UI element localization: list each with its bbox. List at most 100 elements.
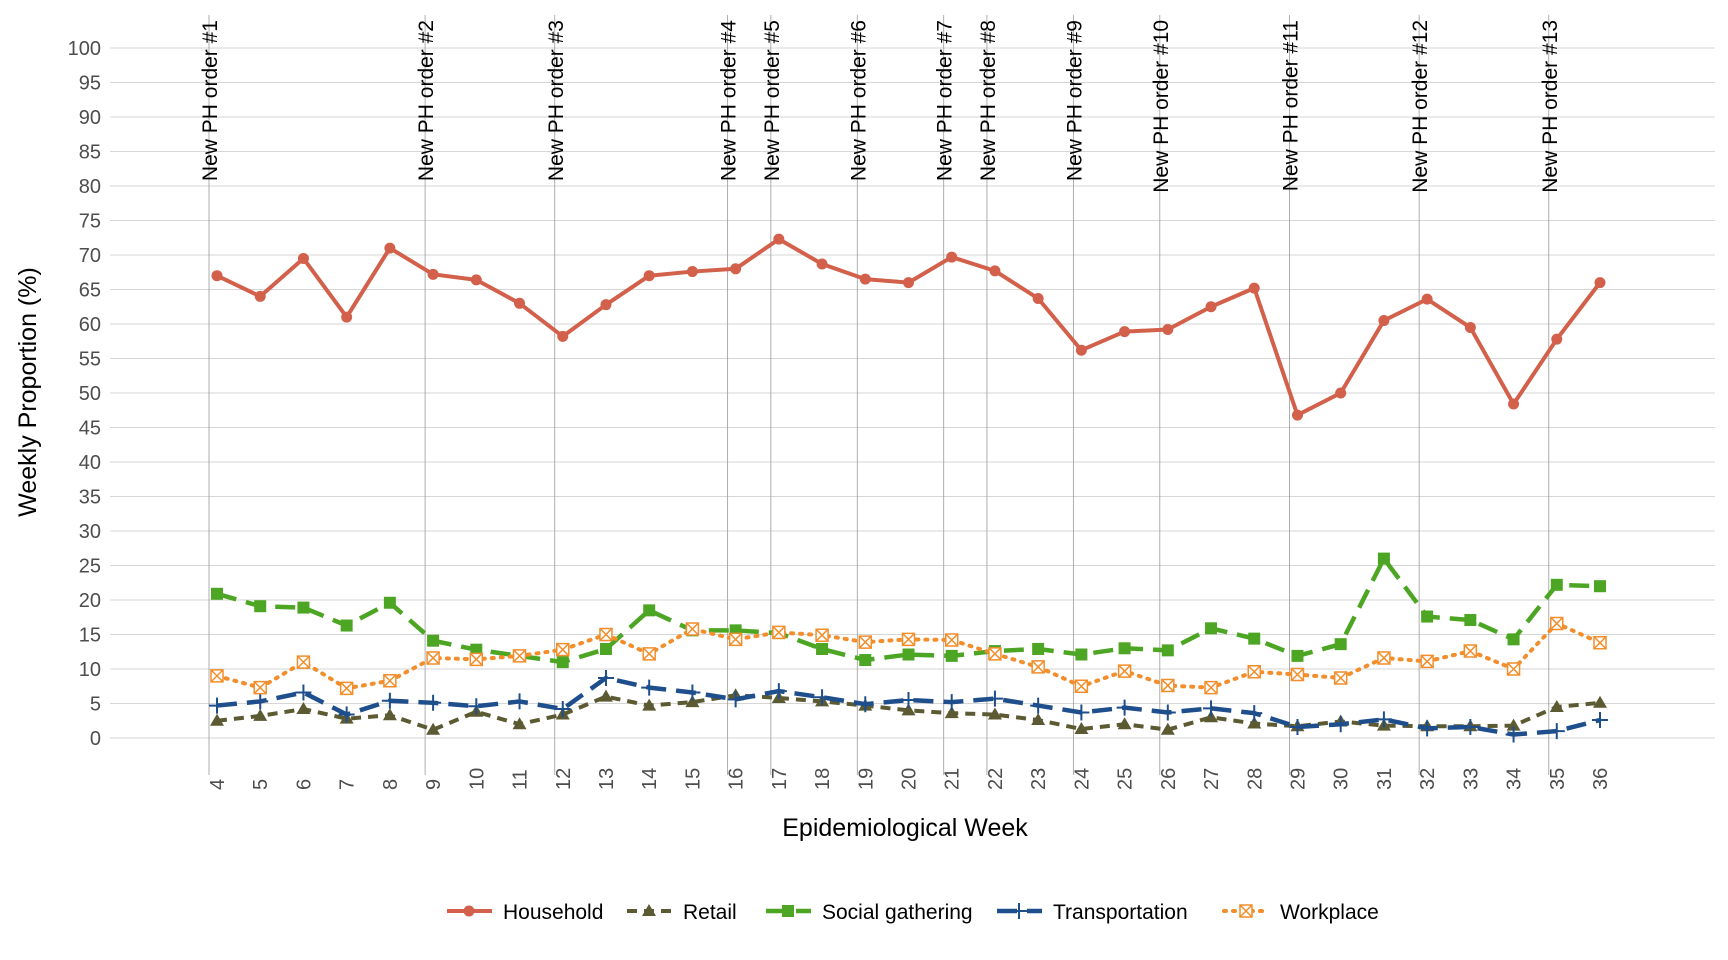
data-point-workplace-wk33 — [1463, 644, 1478, 658]
x-axis-title: Epidemiological Week — [782, 814, 1028, 842]
y-tick-label-55: 55 — [79, 349, 101, 371]
y-tick-label-90: 90 — [79, 107, 101, 129]
y-tick-label-40: 40 — [79, 452, 101, 474]
ph-order-label-6: New PH order #6 — [847, 20, 870, 181]
data-point-social-gathering-wk7 — [340, 619, 353, 632]
data-point-workplace-wk6 — [296, 655, 311, 669]
data-point-transportation-wk20 — [900, 692, 917, 709]
data-point-household-wk36 — [1594, 277, 1606, 289]
data-point-workplace-wk16 — [728, 632, 743, 647]
data-point-transportation-wk23 — [1030, 697, 1047, 714]
data-point-social-gathering-wk19 — [859, 654, 872, 667]
data-point-household-wk22 — [989, 265, 1001, 277]
data-point-transportation-wk9 — [425, 694, 442, 711]
x-axis-ticks: 4 5 6 7 8 9 10 11 12 13 14 15 16 17 18 19 20 21 22 23 24 25 26… — [207, 768, 1612, 790]
data-point-social-gathering-wk30 — [1334, 638, 1347, 651]
ph-order-label-13: New PH order #13 — [1539, 20, 1562, 193]
data-point-workplace-wk27 — [1204, 680, 1218, 695]
x-tick-label-5: 5 — [250, 779, 272, 790]
data-point-household-wk19 — [859, 273, 871, 285]
data-point-household-wk6 — [297, 252, 309, 264]
data-point-transportation-wk7 — [338, 706, 355, 723]
data-point-transportation-wk35 — [1548, 723, 1565, 740]
data-point-retail-wk21 — [944, 706, 959, 719]
x-tick-label-13: 13 — [596, 768, 618, 790]
y-tick-label-80: 80 — [79, 176, 101, 198]
data-point-retail-wk25 — [1117, 717, 1132, 730]
x-tick-label-29: 29 — [1287, 768, 1309, 790]
data-point-social-gathering-wk24 — [1075, 648, 1088, 661]
legend-item-workplace: Workplace — [1222, 901, 1379, 924]
data-point-household-wk11 — [514, 297, 526, 309]
data-point-household-wk5 — [254, 290, 266, 302]
ph-order-label-10: New PH order #10 — [1150, 20, 1173, 193]
x-tick-label-36: 36 — [1590, 768, 1612, 790]
data-point-household-wk30 — [1335, 387, 1347, 399]
data-point-retail-wk22 — [987, 707, 1002, 720]
x-tick-label-34: 34 — [1504, 768, 1526, 790]
data-point-social-gathering-wk35 — [1550, 578, 1563, 591]
x-tick-label-33: 33 — [1460, 768, 1482, 790]
series-household — [211, 233, 1606, 421]
data-point-household-wk28 — [1248, 282, 1260, 294]
y-tick-label-5: 5 — [90, 694, 101, 716]
data-point-workplace-wk7 — [339, 681, 354, 696]
ph-order-annotations: New PH order #1 New PH order #2 New PH ord… — [199, 20, 1562, 193]
data-point-workplace-wk8 — [383, 673, 397, 688]
data-point-household-wk31 — [1378, 315, 1390, 327]
data-point-transportation-wk18 — [814, 689, 831, 706]
ph-order-label-5: New PH order #5 — [761, 20, 784, 181]
legend: Household Retail Social gathering Transport… — [447, 901, 1379, 924]
data-point-workplace-wk19 — [858, 635, 873, 649]
data-point-transportation-wk16 — [727, 691, 744, 708]
data-point-workplace-wk17 — [772, 625, 786, 640]
data-point-transportation-wk34 — [1505, 726, 1522, 743]
data-point-household-wk4 — [211, 270, 223, 282]
data-point-social-gathering-wk9 — [427, 634, 440, 647]
y-tick-label-65: 65 — [79, 280, 101, 302]
y-axis-ticks: 0 5 10 15 20 25 30 35 40 45 50 55 60 65 70 75 80 85 90 95 10… — [68, 38, 101, 750]
ph-order-label-2: New PH order #2 — [415, 20, 438, 181]
legend-label-household: Household — [503, 901, 603, 924]
legend-marker-social-gathering — [782, 905, 794, 917]
data-point-retail-wk34 — [1506, 718, 1521, 731]
data-point-social-gathering-wk32 — [1421, 610, 1434, 623]
data-point-workplace-wk5 — [253, 680, 267, 695]
data-point-household-wk12 — [557, 330, 569, 342]
data-point-workplace-wk34 — [1506, 662, 1521, 676]
data-point-social-gathering-wk12 — [556, 656, 569, 669]
data-point-household-wk34 — [1508, 398, 1520, 410]
data-point-household-wk24 — [1075, 344, 1087, 356]
data-point-household-wk15 — [686, 266, 698, 278]
data-point-transportation-wk26 — [1159, 704, 1176, 721]
data-point-retail-wk9 — [426, 722, 441, 735]
data-point-household-wk10 — [470, 274, 482, 286]
data-point-transportation-wk17 — [770, 683, 787, 700]
x-tick-label-12: 12 — [553, 768, 575, 790]
data-point-social-gathering-wk33 — [1464, 614, 1477, 627]
y-tick-label-15: 15 — [79, 625, 101, 647]
y-tick-label-20: 20 — [79, 590, 101, 612]
x-tick-label-11: 11 — [510, 769, 532, 790]
data-point-workplace-wk21 — [944, 633, 959, 647]
y-tick-label-85: 85 — [79, 142, 101, 164]
data-point-household-wk13 — [600, 299, 612, 311]
data-point-retail-wk15 — [685, 695, 700, 708]
series-workplace — [210, 616, 1607, 696]
data-point-household-wk33 — [1464, 321, 1476, 333]
data-point-social-gathering-wk27 — [1205, 622, 1218, 635]
x-tick-label-7: 7 — [337, 779, 359, 790]
legend-marker-workplace — [1239, 904, 1253, 918]
data-point-transportation-wk25 — [1116, 699, 1133, 716]
data-point-household-wk25 — [1119, 326, 1131, 338]
data-point-transportation-wk19 — [857, 696, 874, 713]
data-point-workplace-wk20 — [901, 632, 916, 647]
data-point-social-gathering-wk14 — [643, 604, 656, 617]
data-point-household-wk14 — [643, 270, 655, 282]
data-point-household-wk18 — [816, 258, 828, 270]
data-point-transportation-wk12 — [554, 701, 571, 718]
data-point-retail-wk23 — [1031, 713, 1046, 726]
y-tick-label-95: 95 — [79, 73, 101, 95]
gridlines — [110, 47, 1715, 739]
